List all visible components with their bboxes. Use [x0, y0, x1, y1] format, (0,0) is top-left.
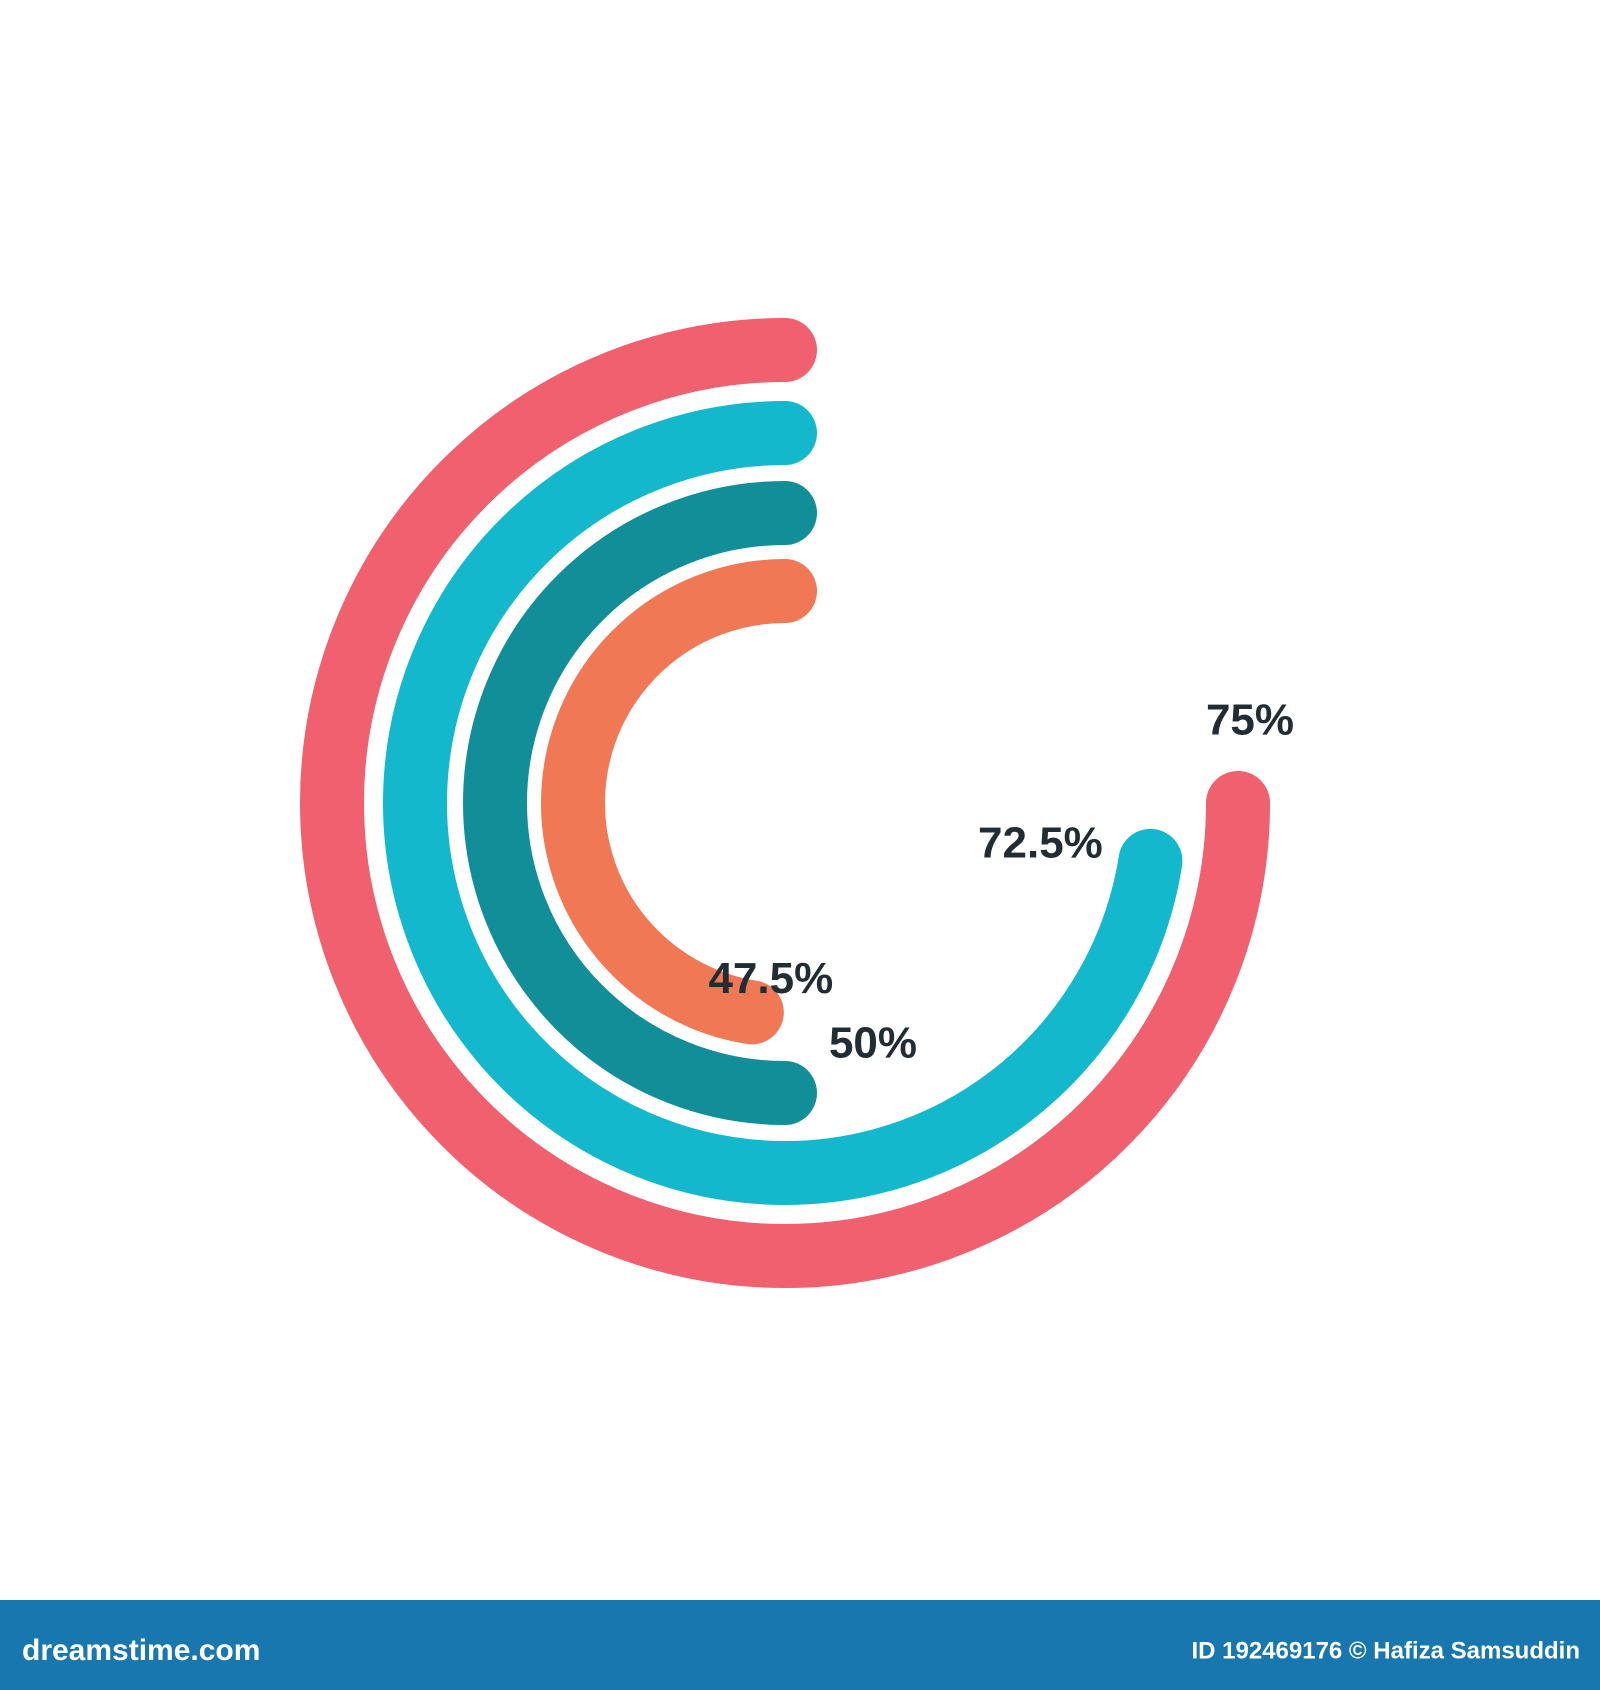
radial-bar [383, 401, 1183, 1205]
value-label: 47.5% [708, 954, 833, 1003]
radial-bar [300, 318, 1270, 1288]
footer-site: dreamstime.com [22, 1634, 260, 1667]
footer-bar [0, 1600, 1600, 1690]
radial-bar [541, 559, 817, 1045]
value-label: 72.5% [978, 819, 1103, 868]
value-label: 75% [1206, 696, 1294, 745]
footer-credit: ID 192469176 © Hafiza Samsuddin [1191, 1637, 1580, 1664]
value-label: 50% [829, 1019, 917, 1068]
radial-bar [463, 481, 817, 1125]
